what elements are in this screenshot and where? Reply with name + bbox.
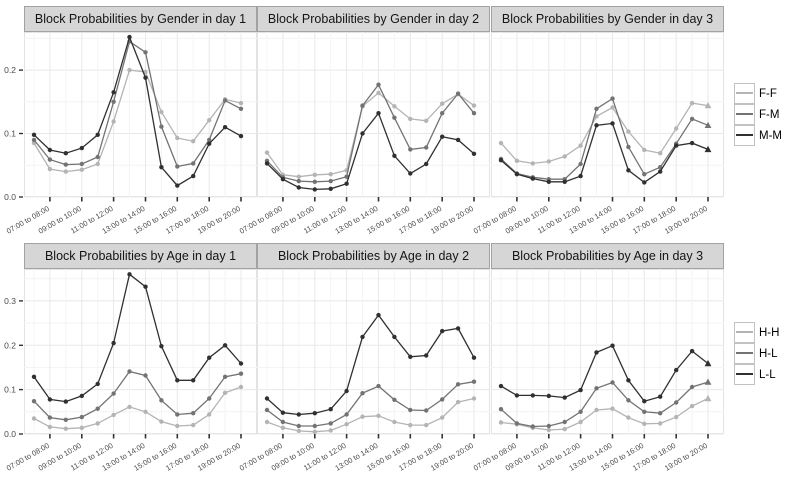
legend-key-line <box>734 124 755 146</box>
facet-title: Block Probabilities by Age in day 3 <box>511 249 704 263</box>
facet-strip: Block Probabilities by Age in day 1 <box>24 243 257 269</box>
facet-title: Block Probabilities by Gender in day 2 <box>267 12 480 26</box>
legend-label: L-L <box>759 368 776 381</box>
facet-title: Block Probabilities by Age in day 1 <box>44 249 237 263</box>
facet-panel-age-day1: Block Probabilities by Age in day 1 07:0… <box>4 243 257 479</box>
facet-panel-age-day2: Block Probabilities by Age in day 2 07:0… <box>238 243 490 479</box>
legend-item: H-H <box>734 321 806 343</box>
legend-key-line <box>734 363 755 385</box>
legend-key-line <box>734 321 755 343</box>
facet-title: Block Probabilities by Gender in day 3 <box>501 12 714 26</box>
svg-text:0.1: 0.1 <box>4 129 16 139</box>
legend-key-line <box>734 342 755 364</box>
facet-strip: Block Probabilities by Gender in day 1 <box>24 6 257 32</box>
legend-age: H-H H-L L-L <box>734 321 806 385</box>
legend-item: M-M <box>734 124 806 146</box>
facet-title: Block Probabilities by Age in day 2 <box>277 249 470 263</box>
legend-label: F-M <box>759 108 780 121</box>
facet-strip: Block Probabilities by Gender in day 2 <box>257 6 490 32</box>
legend-item: L-L <box>734 363 806 385</box>
legend-item: F-F <box>734 82 806 104</box>
legend-key-line <box>734 82 755 104</box>
legend-label: M-M <box>759 129 782 142</box>
facet-panel-age-day3: Block Probabilities by Age in day 3 07:0… <box>472 243 724 479</box>
facet-strip: Block Probabilities by Age in day 3 <box>491 243 724 269</box>
legend-item: F-M <box>734 103 806 125</box>
facet-panel-gender-day3: Block Probabilities by Gender in day 3 0… <box>472 6 724 242</box>
svg-text:0.2: 0.2 <box>4 65 16 75</box>
facet-title: Block Probabilities by Gender in day 1 <box>34 12 247 26</box>
legend-label: H-L <box>759 347 778 360</box>
facet-panel-gender-day2: Block Probabilities by Gender in day 2 0… <box>238 6 490 242</box>
svg-text:0.0: 0.0 <box>4 192 16 202</box>
legend-gender: F-F F-M M-M <box>734 82 806 146</box>
svg-text:0.2: 0.2 <box>4 340 16 350</box>
facet-strip: Block Probabilities by Gender in day 3 <box>491 6 724 32</box>
legend-item: H-L <box>734 342 806 364</box>
svg-text:0.3: 0.3 <box>4 296 16 306</box>
facet-panel-gender-day1: Block Probabilities by Gender in day 1 0… <box>4 6 257 242</box>
legend-label: H-H <box>759 326 780 339</box>
svg-text:0.1: 0.1 <box>4 385 16 395</box>
facet-strip: Block Probabilities by Age in day 2 <box>257 243 490 269</box>
legend-label: F-F <box>759 87 777 100</box>
svg-text:0.0: 0.0 <box>4 429 16 439</box>
legend-key-line <box>734 103 755 125</box>
